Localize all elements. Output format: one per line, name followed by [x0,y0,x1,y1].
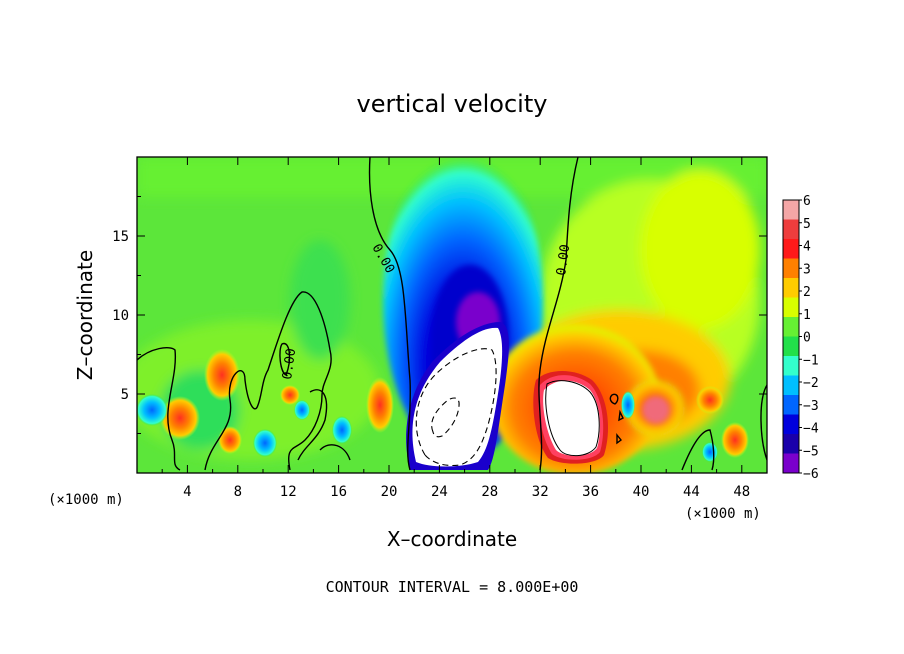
colorbar-label: −2 [803,376,819,391]
colorbar-label: 6 [803,194,811,209]
x-tick-label: 12 [280,484,297,500]
contour-lines [137,157,767,471]
dashed-contour-outer [415,348,497,467]
colorbar-swatch [783,219,799,240]
x-axis-label: X–coordinate [387,527,517,551]
y-axis: 5 10 15 [112,196,767,434]
y-axis-label: Z–coordinate [73,250,97,380]
colorbar-swatch [783,453,799,474]
colorbar-label: −4 [803,422,819,437]
downdraft-core [412,327,503,467]
colorbar-label: 5 [803,217,811,232]
colorbar-swatch [783,336,799,357]
x-tick-label: 32 [532,484,549,500]
chart-title: vertical velocity [357,90,548,118]
colorbar-swatch [783,297,799,318]
colorbar-swatch [783,258,799,279]
colorbar-swatch [783,239,799,259]
colorbar-label: −6 [803,467,819,482]
colorbar-swatch [783,434,799,454]
colorbar: 6 5 4 3 2 1 0 −1 −2 −3 −4 −5 −6 [782,194,819,482]
y-tick-label: 15 [112,229,129,245]
x-tick-label: 48 [733,484,750,500]
x-tick-label: 20 [381,484,398,500]
x-tick-label: 24 [431,484,448,500]
colorbar-label: 2 [803,285,811,300]
colorbar-label: −5 [803,444,819,459]
x-unit-label-right: (×1000 m) [685,506,761,522]
x-tick-label: 16 [330,484,347,500]
contour-interval-note: CONTOUR INTERVAL = 8.000E+00 [326,578,579,596]
x-axis: 4 8 12 16 20 24 28 32 36 40 44 48 [161,157,750,500]
colorbar-label: −3 [803,399,819,414]
colorbar-swatch [783,200,799,220]
x-tick-label: 36 [582,484,599,500]
colorbar-swatch [783,317,799,337]
heatmap-field [137,157,767,473]
contour-label-1: 0.00 [554,243,573,276]
contour-label-2: 0.00 [280,347,299,380]
colorbar-swatch [783,356,799,376]
x-tick-label: 28 [481,484,498,500]
colorbar-label: 3 [803,262,811,277]
colorbar-swatch [783,375,799,396]
y-tick-label: 10 [112,308,129,324]
colorbar-swatch [783,414,799,435]
colorbar-swatch [783,395,799,415]
x-tick-label: 8 [234,484,242,500]
colorbar-label: 1 [803,308,811,323]
dashed-contour-inner [431,397,460,438]
colorbar-label: −1 [803,353,819,368]
x-tick-label: 4 [183,484,191,500]
colorbar-label: 4 [803,240,811,255]
y-tick-label: 5 [121,387,129,403]
colorbar-label: 0 [803,331,811,346]
updraft-core [543,380,600,456]
x-tick-label: 44 [683,484,700,500]
x-tick-label: 40 [633,484,650,500]
colorbar-swatch [783,278,799,298]
x-unit-label: (×1000 m) [48,492,124,508]
